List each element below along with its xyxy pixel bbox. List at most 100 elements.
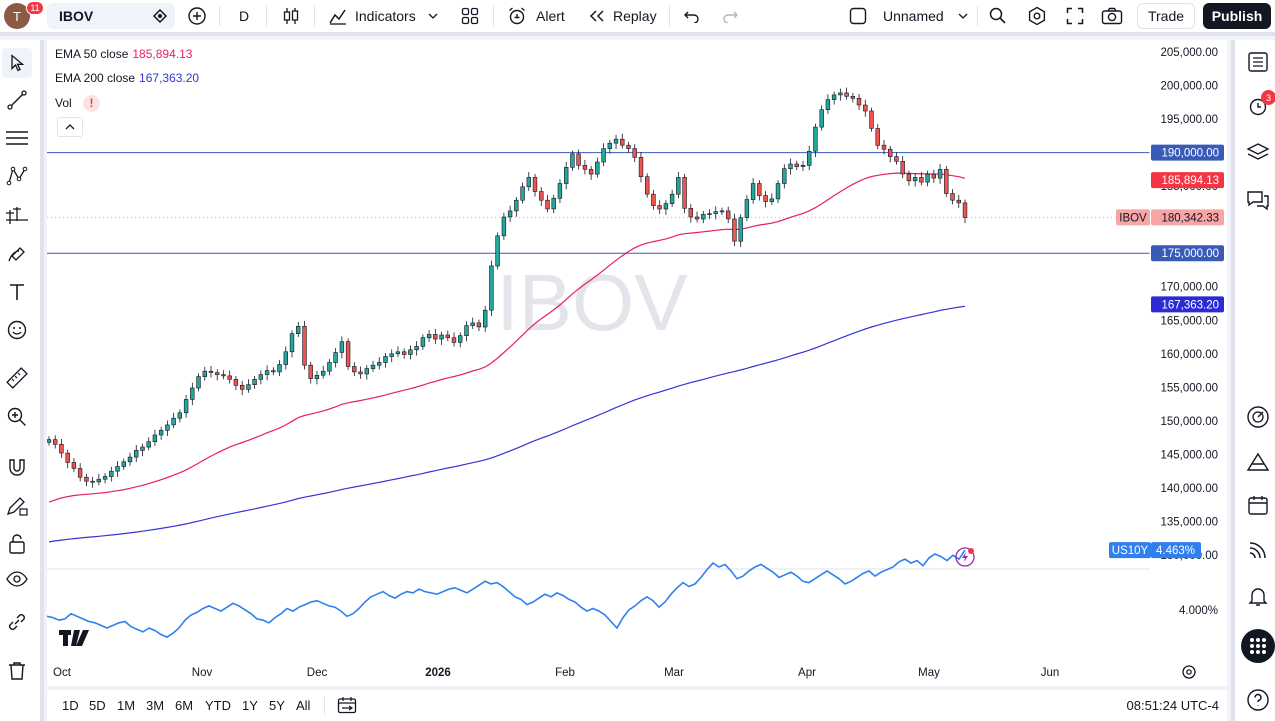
candle[interactable] [370, 360, 376, 372]
candle[interactable] [588, 166, 594, 180]
candle[interactable] [302, 320, 307, 370]
candle[interactable] [358, 366, 363, 379]
candle[interactable] [327, 359, 332, 376]
indicators-button[interactable]: Indicators [328, 0, 438, 32]
add-symbol-button[interactable] [187, 0, 207, 32]
candle[interactable] [233, 375, 239, 391]
candle[interactable] [557, 179, 563, 204]
legend-volume[interactable]: Vol ! [55, 95, 101, 112]
candle[interactable] [925, 170, 930, 187]
candle[interactable] [451, 332, 457, 347]
candle[interactable] [831, 91, 837, 105]
candle[interactable] [919, 172, 924, 186]
price-tag[interactable]: 190,000.00 [1151, 144, 1224, 161]
candle[interactable] [183, 395, 189, 418]
candle[interactable] [620, 133, 625, 149]
candle[interactable] [221, 370, 226, 380]
emoji-tool[interactable] [5, 318, 29, 342]
candle[interactable] [887, 145, 893, 163]
candle[interactable] [676, 172, 681, 199]
us10y-line[interactable] [47, 549, 966, 639]
help-button[interactable] [1245, 687, 1271, 713]
candle[interactable] [314, 370, 320, 385]
candle[interactable] [794, 160, 799, 171]
candle[interactable] [738, 214, 743, 247]
candle[interactable] [838, 88, 843, 101]
candle[interactable] [563, 161, 569, 190]
candle[interactable] [127, 452, 133, 466]
candle[interactable] [507, 205, 513, 222]
candle[interactable] [158, 426, 164, 440]
apps-button[interactable] [1241, 629, 1275, 663]
us10y-tag[interactable]: US10Y 4.463% [1109, 542, 1201, 559]
candle[interactable] [800, 160, 806, 171]
candle[interactable] [464, 321, 469, 342]
price-tag[interactable]: 175,000.00 [1151, 245, 1224, 262]
candle[interactable] [376, 357, 382, 370]
candle[interactable] [869, 107, 874, 132]
candle[interactable] [644, 173, 650, 198]
candle[interactable] [850, 92, 856, 103]
candle[interactable] [595, 157, 600, 178]
object-tree-button[interactable] [1245, 140, 1271, 166]
candle[interactable] [339, 336, 345, 359]
candle[interactable] [900, 155, 905, 179]
candle[interactable] [208, 365, 214, 378]
drawing-mode-tool[interactable] [5, 494, 29, 518]
candle[interactable] [669, 189, 675, 207]
candle[interactable] [177, 409, 182, 423]
trend-line-tool[interactable] [5, 88, 29, 112]
range-1y[interactable]: 1Y [242, 698, 258, 713]
flash-icon[interactable] [955, 547, 975, 567]
calendar-button[interactable] [1245, 492, 1271, 518]
axis-settings-icon[interactable] [1182, 665, 1196, 679]
candle[interactable] [482, 305, 488, 332]
alerts-button[interactable]: 3 [1245, 90, 1275, 119]
candle[interactable] [146, 437, 151, 451]
text-tool[interactable] [5, 280, 29, 304]
goto-date-button[interactable] [337, 696, 357, 717]
candle[interactable] [395, 346, 401, 358]
candle[interactable] [744, 195, 750, 222]
ema200-line[interactable] [48, 305, 966, 543]
candle[interactable] [495, 232, 500, 270]
compare-icon[interactable] [151, 8, 169, 27]
candle[interactable] [271, 367, 276, 376]
candle[interactable] [90, 476, 95, 488]
candle[interactable] [401, 348, 407, 359]
range-3m[interactable]: 3M [146, 698, 165, 713]
candle[interactable] [844, 87, 849, 100]
candle[interactable] [171, 412, 176, 429]
candle[interactable] [713, 206, 718, 220]
candle[interactable] [308, 361, 313, 384]
candle[interactable] [769, 193, 775, 205]
candle[interactable] [414, 341, 419, 356]
magnet-tool[interactable] [5, 456, 29, 480]
interval-button[interactable]: D [239, 0, 249, 32]
candle[interactable] [457, 332, 463, 348]
price-tag[interactable]: 185,894.13 [1151, 172, 1224, 189]
legend-ema200[interactable]: EMA 200 close 167,363.20 [55, 71, 199, 85]
ema50-line[interactable] [48, 172, 966, 503]
quick-search-button[interactable] [988, 0, 1008, 32]
alert-button[interactable]: Alert [507, 0, 565, 32]
candle[interactable] [289, 330, 295, 358]
templates-button[interactable] [461, 0, 479, 32]
candle[interactable] [719, 207, 725, 215]
vol-warning-icon[interactable]: ! [83, 95, 101, 112]
candle[interactable] [227, 370, 232, 384]
candle[interactable] [121, 458, 127, 470]
candle[interactable] [539, 187, 544, 206]
candle[interactable] [651, 189, 656, 210]
candle[interactable] [601, 143, 606, 167]
layout-menu[interactable]: Unnamed [849, 0, 968, 32]
price-tag[interactable]: 180,342.33 IBOV [1116, 209, 1224, 226]
candle[interactable] [856, 93, 862, 110]
candle[interactable] [277, 360, 282, 377]
chart-pane[interactable]: IBOV 205,000.00 200,000.00 195,000.00 190,0… [47, 40, 1227, 686]
candle[interactable] [570, 150, 575, 171]
brush-tool[interactable] [5, 242, 29, 266]
candle[interactable] [140, 443, 145, 457]
stream-button[interactable] [1245, 537, 1271, 563]
candle[interactable] [53, 435, 58, 449]
